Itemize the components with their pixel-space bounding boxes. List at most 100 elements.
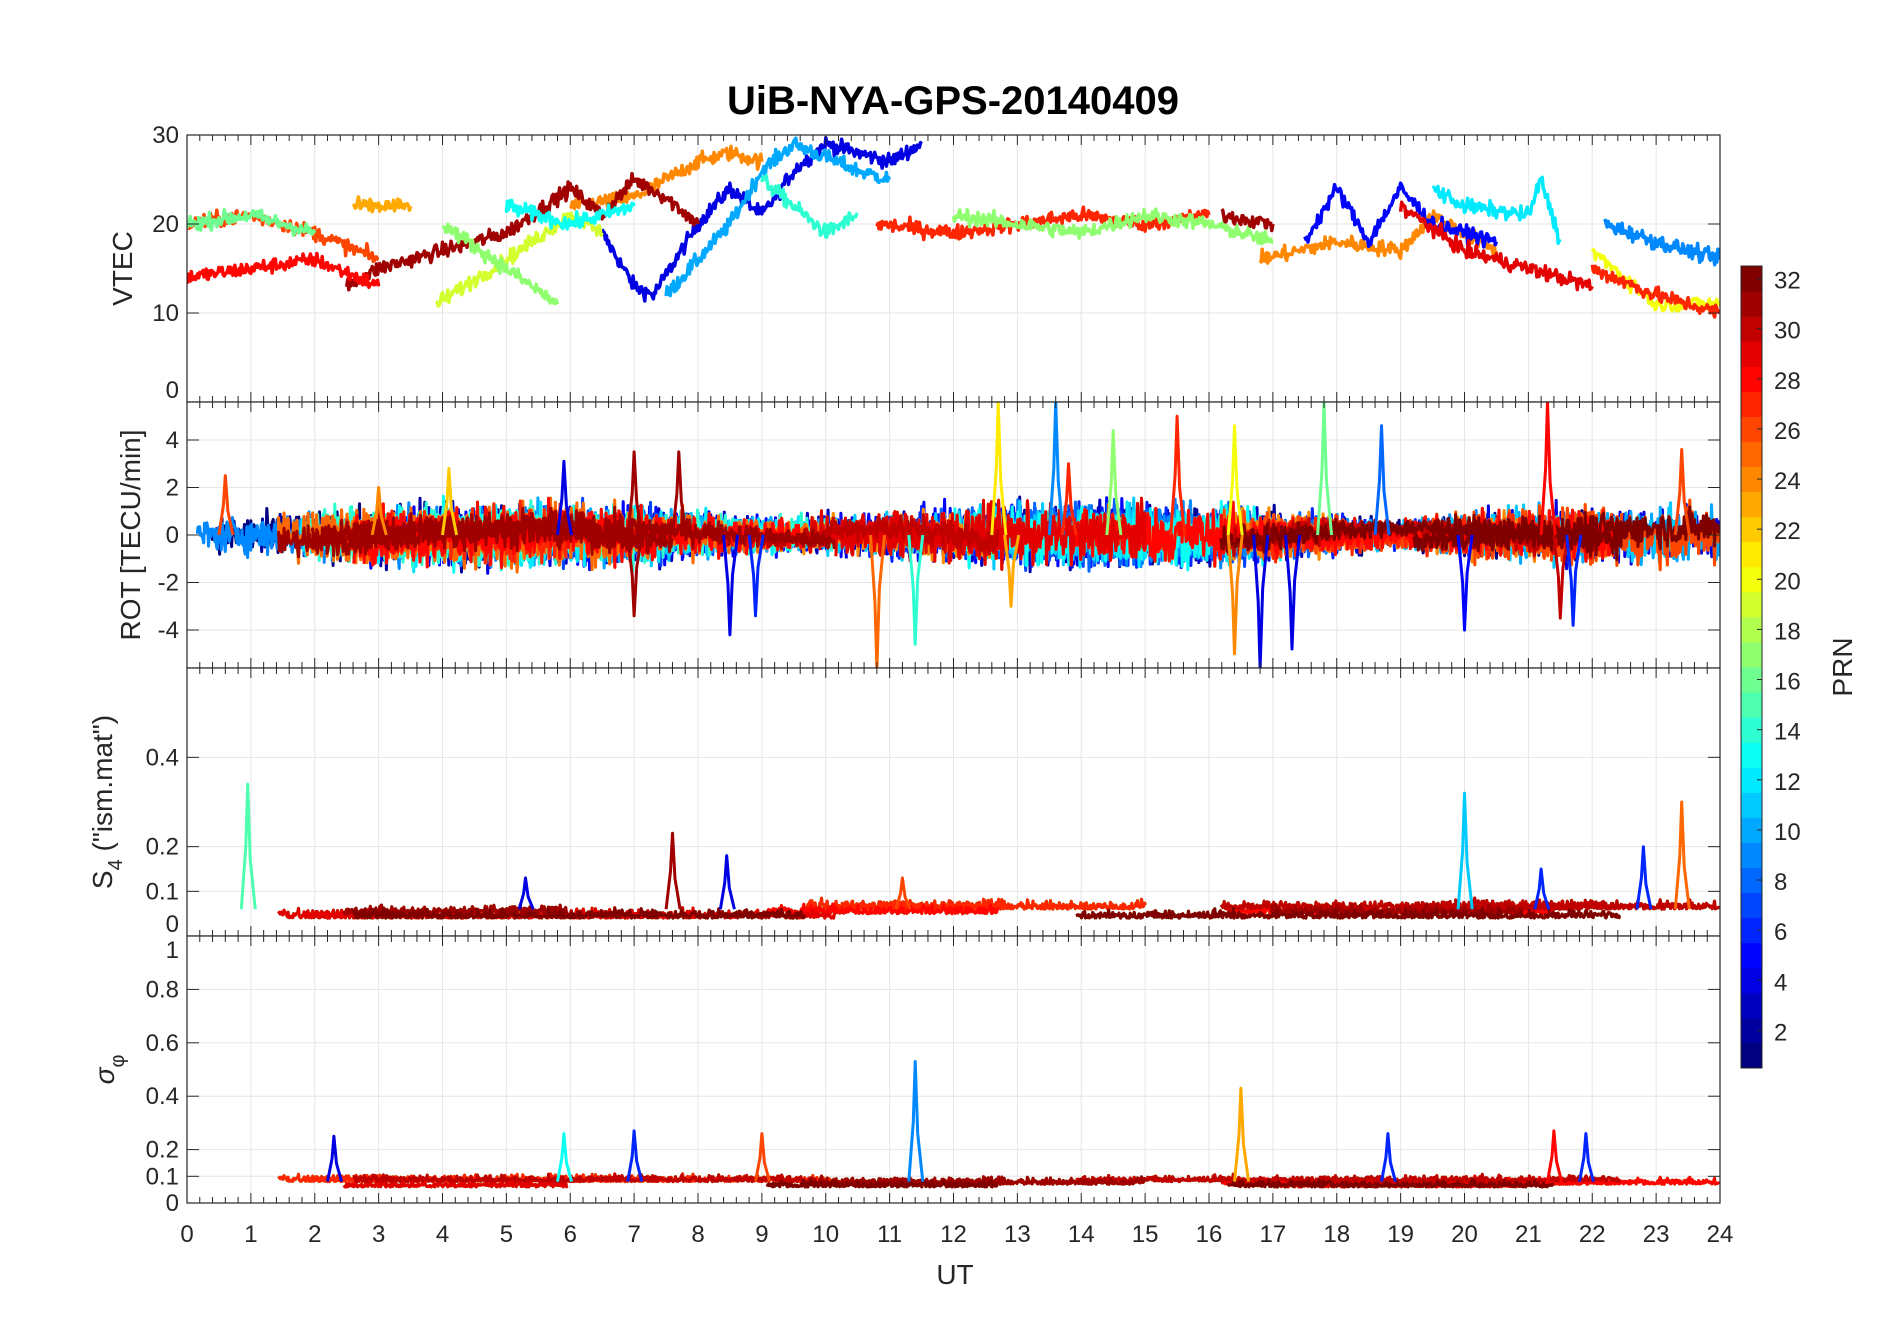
vtec-track-prn-17 <box>951 207 1274 246</box>
colorbar-tick-label: 12 <box>1774 769 1801 796</box>
colorbar-tick-label: 28 <box>1774 368 1801 395</box>
colorbar-segment-prn-29 <box>1741 341 1762 367</box>
x-tick-label: 7 <box>627 1221 640 1248</box>
y-tick-label: 4 <box>166 427 179 454</box>
colorbar-tick-label: 10 <box>1774 819 1801 846</box>
colorbar-tick-label: 8 <box>1774 869 1787 896</box>
s4-spike-prn-25 <box>1673 800 1691 910</box>
sigma-spike-prn-6 <box>1380 1132 1397 1182</box>
s4-track-prn-30 <box>1412 898 1720 911</box>
vtec-track-prn-16 <box>187 208 317 237</box>
vtec-track-prn-10 <box>664 136 892 298</box>
y-axis-label-vtec: VTEC <box>107 231 138 306</box>
x-tick-label: 14 <box>1068 1221 1095 1248</box>
rot-track-prn-31 <box>277 506 674 559</box>
vtec-track-prn-13 <box>504 198 636 231</box>
rot-track-prn-28 <box>1074 500 1622 568</box>
rot-track-prn-32 <box>1412 505 1720 553</box>
x-tick-label: 2 <box>308 1221 321 1248</box>
sigma-track-prn-30 <box>352 1172 807 1184</box>
x-tick-label: 23 <box>1643 1221 1670 1248</box>
vtec-track-prn-20 <box>1590 248 1720 313</box>
rot-spike-prn-24 <box>370 486 388 536</box>
y-tick-label: 0 <box>166 911 179 938</box>
y-tick-label: 30 <box>152 122 179 149</box>
colorbar-tick-label: 26 <box>1774 418 1801 445</box>
rot-spike-prn-16 <box>1316 402 1334 536</box>
s4-spike-prn-15 <box>239 782 257 910</box>
s4-spike-prn-4 <box>718 854 736 910</box>
sigma-track-prn-32 <box>1226 1177 1555 1189</box>
vtec-track-prn-5 <box>1303 181 1499 249</box>
x-tick-label: 10 <box>812 1221 839 1248</box>
vtec-track-prn-24 <box>569 144 764 211</box>
colorbar-tick-label: 2 <box>1774 1019 1787 1046</box>
y-tick-label: 0.4 <box>146 744 179 771</box>
vtec-track-prn-4 <box>600 135 923 303</box>
x-tick-label: 9 <box>755 1221 768 1248</box>
panel-s4: 0 0.1 0.2 0.4 S4 ("ism.mat") <box>87 667 1721 938</box>
x-tick-label: 22 <box>1579 1221 1606 1248</box>
rot-spike-prn-21 <box>990 402 1008 536</box>
vtec-track-prn-28 <box>187 251 381 290</box>
colorbar-tick-label: 20 <box>1774 568 1801 595</box>
colorbar-segment-prn-4 <box>1741 967 1762 994</box>
x-axis-label: UT <box>936 1259 973 1290</box>
colorbar-segment-prn-22 <box>1741 516 1762 543</box>
colorbar-tick-label: 16 <box>1774 669 1801 696</box>
vtec-track-prn-14 <box>760 173 859 239</box>
series-group <box>187 135 1720 319</box>
y-tick-label: 20 <box>152 211 179 238</box>
y-tick-label: 0 <box>166 377 179 404</box>
y-label-subscript: φ <box>107 1055 129 1068</box>
rot-spike-prn-4 <box>1284 534 1302 651</box>
colorbar-segment-prn-10 <box>1741 817 1762 843</box>
vtec-track-prn-17 <box>441 222 560 306</box>
colorbar-segment-prn-21 <box>1741 541 1762 568</box>
vtec-track-prn-12 <box>1431 175 1562 246</box>
colorbar-tick-label: 14 <box>1774 719 1801 746</box>
rot-spike-prn-26 <box>1673 448 1691 536</box>
sigma-spike-prn-23 <box>1233 1086 1251 1182</box>
colorbar-segment-prn-14 <box>1741 717 1762 743</box>
sigma-track-prn-30 <box>1075 1172 1622 1184</box>
x-tick-label: 18 <box>1323 1221 1350 1248</box>
rot-spike-prn-4 <box>556 459 573 536</box>
x-tick-label: 4 <box>436 1221 449 1248</box>
y-axis-label-sigma: σφ <box>89 1055 129 1085</box>
x-tick-label: 17 <box>1260 1221 1287 1248</box>
y-tick-label: 0 <box>166 1190 179 1217</box>
rot-spike-prn-9 <box>1047 402 1065 536</box>
rot-spike-prn-6 <box>747 534 765 618</box>
colorbar-tick-label: 22 <box>1774 518 1801 545</box>
x-tick-label: 13 <box>1004 1221 1031 1248</box>
rot-spike-prn-27 <box>1060 462 1078 536</box>
colorbar-segment-prn-19 <box>1741 591 1762 618</box>
s4-spike-prn-6 <box>1533 867 1551 910</box>
y-tick-label: 0.2 <box>146 834 179 861</box>
colorbar-segment-prn-25 <box>1741 441 1762 467</box>
y-tick-label: 0 <box>166 522 179 549</box>
colorbar-segment-prn-15 <box>1741 692 1762 718</box>
panel-rot: -4 -2 0 2 4 ROT [TECU/min] <box>115 401 1721 669</box>
rot-spike-prn-31 <box>626 534 644 618</box>
sigma-spike-prn-13 <box>556 1132 573 1182</box>
x-tick-label: 20 <box>1451 1221 1478 1248</box>
x-tick-label: 19 <box>1387 1221 1414 1248</box>
y-tick-label: 0.6 <box>146 1030 179 1057</box>
rot-spike-prn-31 <box>626 450 644 536</box>
rot-spike-prn-14 <box>907 534 925 646</box>
x-tick-label: 1 <box>244 1221 257 1248</box>
x-tick-label: 3 <box>372 1221 385 1248</box>
x-tick-label: 0 <box>180 1221 193 1248</box>
rot-spike-prn-28 <box>1539 402 1557 536</box>
colorbar-segment-prn-6 <box>1741 917 1762 944</box>
colorbar-segment-prn-27 <box>1741 391 1762 417</box>
rot-spike-prn-6 <box>1565 534 1583 627</box>
s4-spike-prn-31 <box>664 831 682 910</box>
s4-spike-prn-26 <box>894 876 912 910</box>
s4-spike-prn-11 <box>1456 791 1474 910</box>
series-group <box>239 782 1720 920</box>
y-tick-label: 0.1 <box>146 1163 179 1190</box>
rot-spike-prn-4 <box>722 534 740 637</box>
